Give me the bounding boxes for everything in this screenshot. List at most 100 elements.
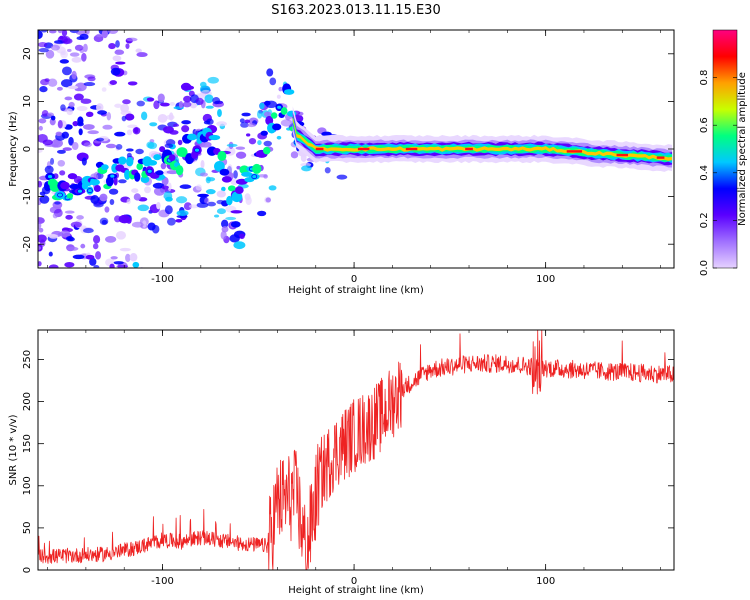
spectrogram-noise-blob <box>177 139 183 146</box>
spectrogram-noise-blob <box>113 176 118 186</box>
spectrogram-noise-blob <box>136 52 148 58</box>
spectrogram-noise-blob <box>230 179 239 186</box>
snr-panel: -100 0 100 0 50 100 150 200 250 Height of strai… <box>8 329 675 596</box>
spectrogram-noise-blob <box>278 86 283 92</box>
spectrogram-noise-blob <box>336 174 348 180</box>
spectrogram-noise-blob <box>55 131 63 137</box>
snr-y-tick-label: 0 <box>22 567 33 573</box>
spectrogram-noise-blob <box>182 101 192 108</box>
spectrogram-noise-blob <box>207 76 219 84</box>
spectrogram-noise-blob <box>50 115 56 121</box>
spectrogram-noise-blob <box>61 36 71 45</box>
spectrogram-noise-blob <box>257 174 268 178</box>
snr-x-label: Height of straight line (km) <box>288 585 424 596</box>
spectrogram-noise-blob <box>221 186 226 192</box>
spectrogram-noise-blob <box>66 246 79 251</box>
spectrogram-noise-blob <box>216 208 226 215</box>
spectrogram-noise-blob <box>241 112 251 117</box>
colorbar-frame <box>712 29 738 269</box>
spectrogram-noise-blob <box>142 220 147 228</box>
colorbar-label: Normalized spectral amplitude <box>737 72 748 226</box>
spectrogram-noise-blob <box>38 261 42 267</box>
spectrogram-noise-blob <box>204 94 214 104</box>
spectrogram-noise-blob <box>83 43 88 53</box>
snr-y-label: SNR (10 * v/v) <box>8 414 19 485</box>
spectrogram-noise-blob <box>85 254 95 260</box>
spectrogram-noise-blob <box>247 123 257 128</box>
spectrogram-noise-blob <box>216 190 226 198</box>
snr-x-tick-label: 100 <box>536 576 555 587</box>
spectrogram-noise-blob <box>40 30 48 33</box>
spectrogram-noise-blob <box>57 120 63 129</box>
spectrogram-noise-blob <box>79 33 89 40</box>
spectrogram-noise-blob <box>87 130 99 135</box>
spectrogram-noise-blob <box>189 101 198 109</box>
spectrogram-noise-blob <box>265 197 271 203</box>
spectrogram-noise-blob <box>49 30 57 34</box>
spectrogram-noise-blob <box>135 148 144 155</box>
spectrogram-noise-blob <box>257 210 267 217</box>
spectrogram-ridge-blob <box>136 162 144 170</box>
spectrogram-noise-blob <box>197 193 209 198</box>
spectrogram-noise-blob <box>164 143 174 148</box>
spectrogram-ridge-blob <box>168 154 176 162</box>
spectrogram-noise-blob <box>38 180 43 188</box>
spectrogram-noise-blob <box>89 257 97 266</box>
spectrogram-noise-blob <box>133 193 141 201</box>
spectrogram-noise-blob <box>195 97 204 106</box>
spectrogram-noise-blob <box>196 202 209 208</box>
spectrogram-noise-blob <box>157 93 165 103</box>
spectrogram-ridge-blob <box>105 176 114 187</box>
spectrogram-hotspot <box>566 150 583 153</box>
spectrogram-y-tick-label: -20 <box>22 236 33 252</box>
colorbar-tick-label: 0.0 <box>699 260 710 276</box>
snr-y-tick-label: 100 <box>22 476 33 495</box>
spectrogram-noise-blob <box>205 105 214 109</box>
spectrogram-noise-blob <box>220 230 227 240</box>
spectrogram-noise-blob <box>108 188 119 195</box>
spectrogram-noise-blob <box>81 157 87 166</box>
spectrogram-noise-blob <box>207 201 217 207</box>
spectrogram-noise-blob <box>76 106 88 111</box>
spectrogram-ridge-blob <box>100 164 109 171</box>
spectrogram-noise-blob <box>56 86 63 91</box>
spectrogram-noise-blob <box>80 98 92 104</box>
spectrogram-ridge-blob <box>134 172 141 182</box>
snr-y-tick-label: 250 <box>22 350 33 369</box>
spectrogram-noise-blob <box>159 102 170 107</box>
spectrogram-noise-blob <box>220 219 229 228</box>
spectrogram-noise-blob <box>77 121 84 127</box>
spectrogram-noise-blob <box>72 254 85 260</box>
spectrogram-noise-blob <box>156 201 161 210</box>
spectrogram-noise-blob <box>62 147 72 151</box>
spectrogram-noise-blob <box>67 48 72 53</box>
spectrogram-ridge-blob <box>227 185 236 192</box>
spectrogram-ridge-blob <box>66 192 74 199</box>
spectrogram-ridge-peak <box>146 168 153 174</box>
spectrogram-noise-blob <box>57 30 63 34</box>
spectrogram-noise-blob <box>60 50 68 59</box>
spectrogram-band-layer <box>292 116 673 161</box>
spectrogram-noise-blob <box>160 162 167 170</box>
spectrogram-noise-blob <box>233 241 246 250</box>
spectrogram-noise-blob <box>38 246 41 250</box>
spectrogram-ridge-blob <box>155 170 164 176</box>
spectrogram-noise-blob <box>83 81 96 87</box>
spectrogram-noise-blob <box>47 112 54 117</box>
figure-title: S163.2023.013.11.15.E30 <box>271 3 440 18</box>
spectrogram-noise-blob <box>65 214 73 220</box>
spectrogram-noise-blob <box>60 79 73 88</box>
spectrogram-noise-blob <box>212 97 221 105</box>
spectrogram-noise-blob <box>144 186 151 194</box>
spectrogram-noise-blob <box>276 135 282 140</box>
spectrogram-noise-blob <box>48 234 59 239</box>
colorbar-tick-label: 0.6 <box>699 117 710 133</box>
spectrogram-ridge-peak <box>87 188 93 193</box>
spectrogram-noise-blob <box>239 233 245 240</box>
spectrogram-noise-blob <box>110 67 121 76</box>
spectrogram-noise-blob <box>87 76 96 82</box>
spectrogram-hotspot <box>357 147 370 151</box>
spectrogram-noise-blob <box>92 243 99 250</box>
spectrogram-noise-blob <box>216 121 227 127</box>
